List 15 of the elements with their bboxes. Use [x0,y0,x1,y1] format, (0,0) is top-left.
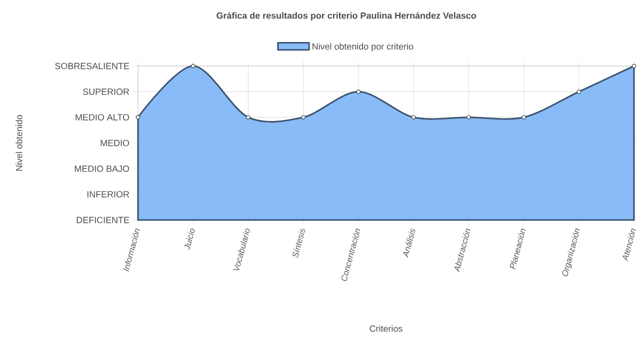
ref-line-label: SOBRESALIENTE [55,62,130,70]
ref-line-label: SUPERIOR [83,88,130,95]
ref-line-label: MEDIO [100,140,130,146]
x-tick-label: Síntesis [292,228,305,258]
x-tick-label: Análisis [403,228,416,258]
x-axis-title: Criterios [370,325,402,332]
chart-title: Gráfica de resultados por criterio Paulina Hernández Velasco [216,12,476,20]
ref-line-label: DEFICIENTE [76,216,130,224]
x-tick-label: Juicio [184,228,195,250]
x-tick-label: Atención [622,228,636,262]
text: Nivel obtenido por criterio [312,43,414,52]
ref-line-label: INFERIOR [87,191,130,198]
ref-line-label: MEDIO ALTO [76,114,130,120]
ref-line-label: MEDIO BAJO [74,166,130,172]
text: Nivel obtenido [16,114,22,171]
